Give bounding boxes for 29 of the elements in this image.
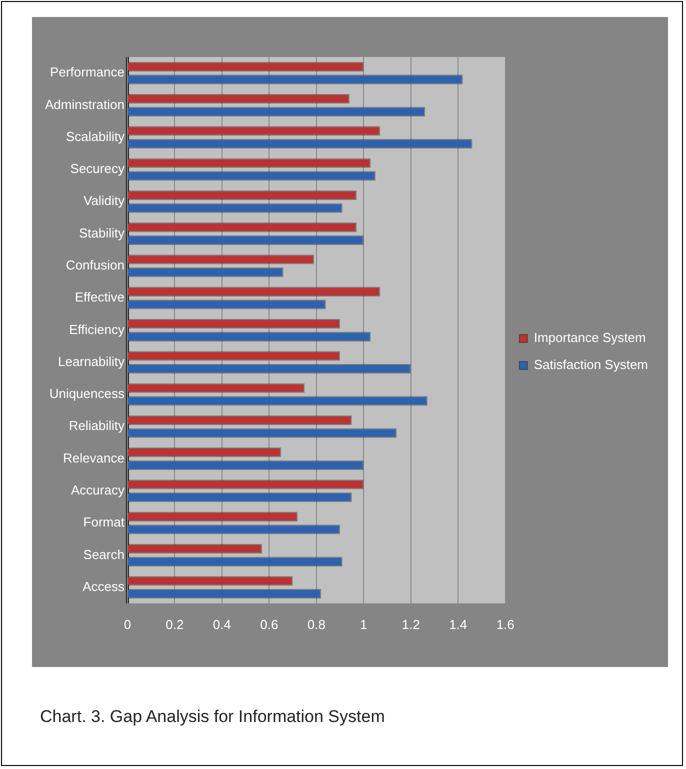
y-tick-label: Relevance xyxy=(63,450,124,466)
y-tick-label: Performance xyxy=(50,64,124,80)
y-tick-label: Efficiency xyxy=(69,322,125,337)
x-tick-label: 1.4 xyxy=(449,616,468,632)
y-tick-label: Uniquencess xyxy=(49,386,125,402)
y-tick-label: Reliability xyxy=(68,418,125,434)
y-tick-label: Scalability xyxy=(66,128,125,144)
legend-label: Importance System xyxy=(534,330,646,346)
x-tick-label: 0 xyxy=(124,616,132,632)
y-tick-label: Search xyxy=(83,546,124,562)
x-tick-label: 1.2 xyxy=(402,616,420,632)
y-tick-label: Stability xyxy=(78,225,125,240)
legend-label: Satisfaction System xyxy=(534,357,648,372)
x-tick-label: 0.4 xyxy=(212,616,231,632)
x-tick-label: 0.6 xyxy=(260,616,278,632)
y-tick-label: Effective xyxy=(74,290,124,305)
x-tick-label: 0.2 xyxy=(166,616,184,632)
x-tick-label: 1.6 xyxy=(496,616,514,632)
y-tick-label: Adminstration xyxy=(44,96,124,112)
y-tick-label: Accuracy xyxy=(71,482,125,498)
x-tick-label: 0.8 xyxy=(307,616,326,632)
y-tick-label: Confusion xyxy=(66,257,124,272)
y-tick-label: Securecy xyxy=(70,161,125,176)
y-tick-label: Access xyxy=(82,578,125,594)
text: Chart. 3. Gap Analysis for Information System xyxy=(40,707,385,727)
y-tick-label: Validity xyxy=(84,193,125,208)
x-tick-label: 1 xyxy=(360,616,368,632)
y-tick-label: Learnability xyxy=(58,354,125,369)
y-tick-label: Format xyxy=(83,514,125,530)
